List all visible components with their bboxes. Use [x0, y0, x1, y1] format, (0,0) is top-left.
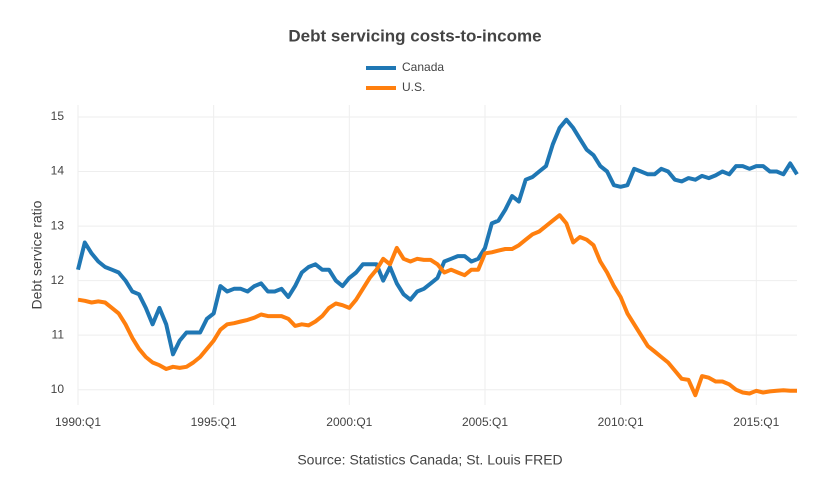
- legend-label: Canada: [402, 60, 444, 74]
- legend-label: U.S.: [402, 80, 425, 94]
- chart-title: Debt servicing costs-to-income: [288, 26, 541, 45]
- series-line: [76, 117, 799, 357]
- x-tick-label: 2015:Q1: [733, 415, 779, 429]
- x-tick-label: 1995:Q1: [191, 415, 237, 429]
- x-tick-label: 1990:Q1: [55, 415, 101, 429]
- x-tick-label: 2000:Q1: [326, 415, 372, 429]
- source-note: Source: Statistics Canada; St. Louis FRE…: [297, 452, 562, 468]
- y-tick-label: 11: [52, 327, 65, 341]
- y-tick-label: 14: [51, 164, 65, 178]
- y-tick-label: 12: [51, 273, 65, 287]
- y-tick-label: 13: [51, 218, 65, 232]
- series-line: [77, 213, 797, 398]
- x-tick-label: 2010:Q1: [598, 415, 644, 429]
- y-tick-label: 15: [51, 109, 65, 123]
- y-tick-label: 10: [51, 382, 65, 396]
- x-tick-label: 2005:Q1: [462, 415, 508, 429]
- y-axis-title: Debt service ratio: [29, 200, 45, 309]
